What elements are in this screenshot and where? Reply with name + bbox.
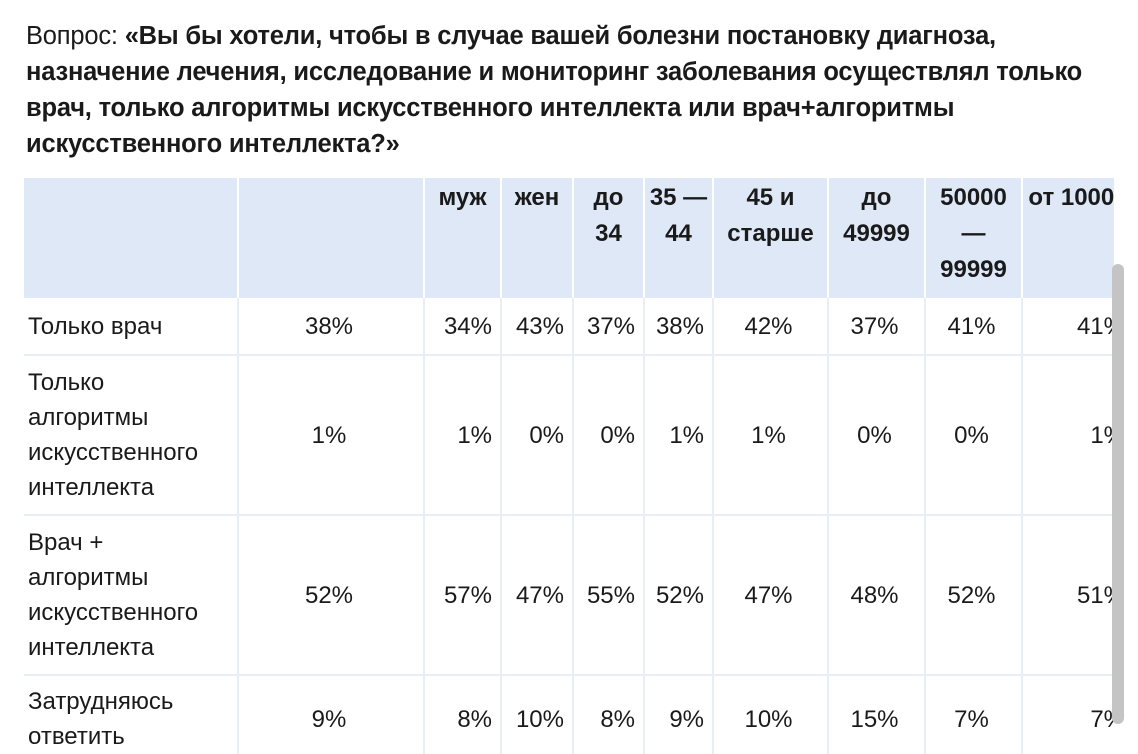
row-label: Врач + алгоритмы искусственного интеллек…: [24, 515, 239, 676]
row-label: Только врач: [24, 298, 239, 356]
cell-value: 52%: [925, 515, 1023, 676]
cell-value: 10%: [713, 675, 829, 754]
cell-value: 51%: [1022, 515, 1114, 676]
table-row: Только врач 38% 34% 43% 37% 38% 42% 37% …: [24, 298, 1114, 356]
cell-value: 8%: [573, 675, 645, 754]
cell-value: 55%: [573, 515, 645, 676]
header-age-under-34: до 34: [573, 178, 645, 298]
cell-value: 8%: [424, 675, 502, 754]
cell-value: 38%: [644, 298, 714, 356]
cell-value: 43%: [501, 298, 574, 356]
table-row: Врач + алгоритмы искусственного интеллек…: [24, 515, 1114, 676]
cell-total: 9%: [238, 675, 425, 754]
header-female: жен: [501, 178, 574, 298]
row-label: Затрудняюсь ответить: [24, 675, 239, 754]
header-age-35-44: 35 — 44: [644, 178, 714, 298]
cell-value: 9%: [644, 675, 714, 754]
cell-value: 7%: [1022, 675, 1114, 754]
cell-value: 48%: [828, 515, 926, 676]
cell-value: 47%: [501, 515, 574, 676]
cell-total: 52%: [238, 515, 425, 676]
header-age-45-plus: 45 и старше: [713, 178, 829, 298]
cell-value: 1%: [1022, 355, 1114, 516]
cell-value: 1%: [424, 355, 502, 516]
cell-value: 15%: [828, 675, 926, 754]
cell-value: 7%: [925, 675, 1023, 754]
results-table: муж жен до 34 35 — 44 45 и старше до 499…: [24, 178, 1114, 754]
cell-value: 57%: [424, 515, 502, 676]
question-label: Вопрос:: [26, 22, 125, 50]
header-income-from-10000: от 10000: [1022, 178, 1114, 298]
header-income-under-49999: до 49999: [828, 178, 926, 298]
cell-total: 1%: [238, 355, 425, 516]
cell-value: 52%: [644, 515, 714, 676]
table-header-row: муж жен до 34 35 — 44 45 и старше до 499…: [24, 178, 1114, 298]
cell-value: 41%: [1022, 298, 1114, 356]
scrollbar-thumb[interactable]: [1112, 264, 1124, 724]
cell-value: 37%: [828, 298, 926, 356]
vertical-scrollbar[interactable]: [1108, 264, 1128, 734]
cell-value: 34%: [424, 298, 502, 356]
header-male: муж: [424, 178, 502, 298]
question-text: «Вы бы хотели, чтобы в случае вашей боле…: [26, 22, 1083, 158]
cell-value: 0%: [828, 355, 926, 516]
header-total: [238, 178, 425, 298]
header-row-label: [24, 178, 239, 298]
cell-value: 42%: [713, 298, 829, 356]
cell-value: 37%: [573, 298, 645, 356]
cell-value: 10%: [501, 675, 574, 754]
table-row: Затрудняюсь ответить 9% 8% 10% 8% 9% 10%…: [24, 675, 1114, 754]
header-income-50000-99999: 50000 — 99999: [925, 178, 1023, 298]
cell-value: 1%: [713, 355, 829, 516]
cell-value: 0%: [501, 355, 574, 516]
cell-value: 47%: [713, 515, 829, 676]
row-label: Только алгоритмы искусственного интеллек…: [24, 355, 239, 516]
results-table-container[interactable]: муж жен до 34 35 — 44 45 и старше до 499…: [24, 178, 1114, 754]
question: Вопрос: «Вы бы хотели, чтобы в случае ва…: [26, 18, 1126, 162]
cell-value: 0%: [573, 355, 645, 516]
table-row: Только алгоритмы искусственного интеллек…: [24, 355, 1114, 516]
cell-value: 1%: [644, 355, 714, 516]
cell-total: 38%: [238, 298, 425, 356]
cell-value: 0%: [925, 355, 1023, 516]
cell-value: 41%: [925, 298, 1023, 356]
